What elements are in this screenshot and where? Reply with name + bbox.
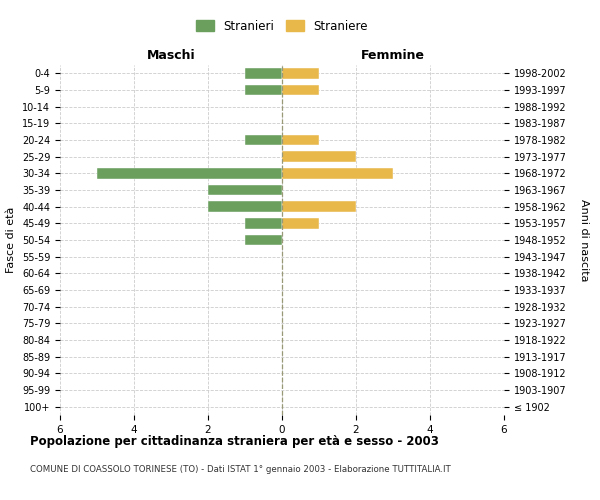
Legend: Stranieri, Straniere: Stranieri, Straniere — [191, 15, 373, 38]
Text: COMUNE DI COASSOLO TORINESE (TO) - Dati ISTAT 1° gennaio 2003 - Elaborazione TUT: COMUNE DI COASSOLO TORINESE (TO) - Dati … — [30, 465, 451, 474]
Bar — [282, 218, 319, 229]
Bar — [282, 151, 356, 162]
Bar — [282, 84, 319, 96]
Bar — [282, 68, 319, 78]
Bar — [245, 84, 282, 96]
Bar — [282, 168, 393, 179]
Bar — [245, 234, 282, 246]
Bar — [245, 68, 282, 78]
Text: Maschi: Maschi — [146, 48, 196, 62]
Bar — [282, 201, 356, 212]
Bar — [282, 134, 319, 145]
Bar — [97, 168, 282, 179]
Bar — [245, 134, 282, 145]
Bar — [208, 201, 282, 212]
Bar — [245, 218, 282, 229]
Y-axis label: Anni di nascita: Anni di nascita — [579, 198, 589, 281]
Text: Femmine: Femmine — [361, 48, 425, 62]
Y-axis label: Fasce di età: Fasce di età — [7, 207, 16, 273]
Bar — [208, 184, 282, 196]
Text: Popolazione per cittadinanza straniera per età e sesso - 2003: Popolazione per cittadinanza straniera p… — [30, 435, 439, 448]
